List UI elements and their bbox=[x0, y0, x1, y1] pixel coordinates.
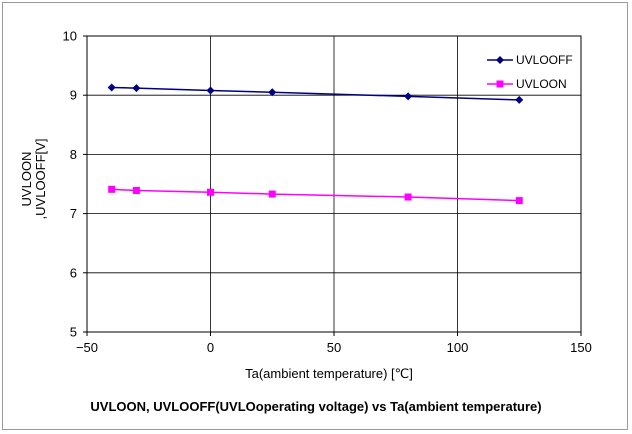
data-point bbox=[206, 86, 215, 95]
data-point bbox=[108, 185, 116, 193]
data-point bbox=[132, 84, 141, 93]
x-axis-label: Ta(ambient temperature) [℃] bbox=[245, 366, 413, 381]
x-tick-label: 0 bbox=[207, 340, 214, 355]
x-tick-label: 50 bbox=[327, 340, 341, 355]
legend-marker bbox=[496, 56, 504, 64]
y-tick-label: 10 bbox=[63, 29, 77, 44]
data-point bbox=[404, 193, 412, 201]
data-point bbox=[207, 188, 214, 196]
legend-marker bbox=[496, 80, 504, 88]
y-tick-label: 8 bbox=[70, 147, 77, 162]
data-point bbox=[107, 83, 116, 92]
data-point bbox=[132, 187, 140, 195]
chart-title: UVLOON, UVLOOFF(UVLOoperating voltage) v… bbox=[90, 399, 541, 414]
data-point bbox=[268, 88, 277, 97]
data-point bbox=[515, 95, 524, 104]
chart-frame: −50 0 50 100 150 5 6 7 8 9 10 UVLOON ,UVLOOFF[V] T… bbox=[2, 2, 628, 430]
y-axis-label-line-2: ,UVLOOFF[V] bbox=[33, 139, 48, 220]
data-point bbox=[515, 197, 523, 205]
data-point bbox=[404, 92, 413, 101]
series-layer bbox=[107, 83, 524, 205]
y-axis-label-line-1: UVLOON bbox=[19, 152, 34, 207]
data-point bbox=[268, 190, 276, 198]
legend-label: UVLOOFF bbox=[516, 53, 573, 67]
y-tick-label: 6 bbox=[70, 265, 77, 280]
y-tick-label: 9 bbox=[70, 88, 77, 103]
x-tick-label: 100 bbox=[447, 340, 469, 355]
line-chart: −50 0 50 100 150 5 6 7 8 9 10 UVLOON ,UVLOOFF[V] T… bbox=[19, 29, 592, 415]
x-tick-label: −50 bbox=[76, 340, 98, 355]
series-line-uvloon bbox=[111, 188, 520, 202]
legend: UVLOOFF UVLOON bbox=[487, 53, 573, 91]
series-line-uvlooff bbox=[111, 86, 520, 101]
y-tick-label: 5 bbox=[70, 325, 77, 340]
y-tick-label: 7 bbox=[70, 206, 77, 221]
ticks: −50 0 50 100 150 5 6 7 8 9 10 bbox=[63, 29, 592, 356]
grid bbox=[87, 36, 581, 332]
x-tick-label: 150 bbox=[570, 340, 592, 355]
legend-label: UVLOON bbox=[516, 77, 567, 91]
